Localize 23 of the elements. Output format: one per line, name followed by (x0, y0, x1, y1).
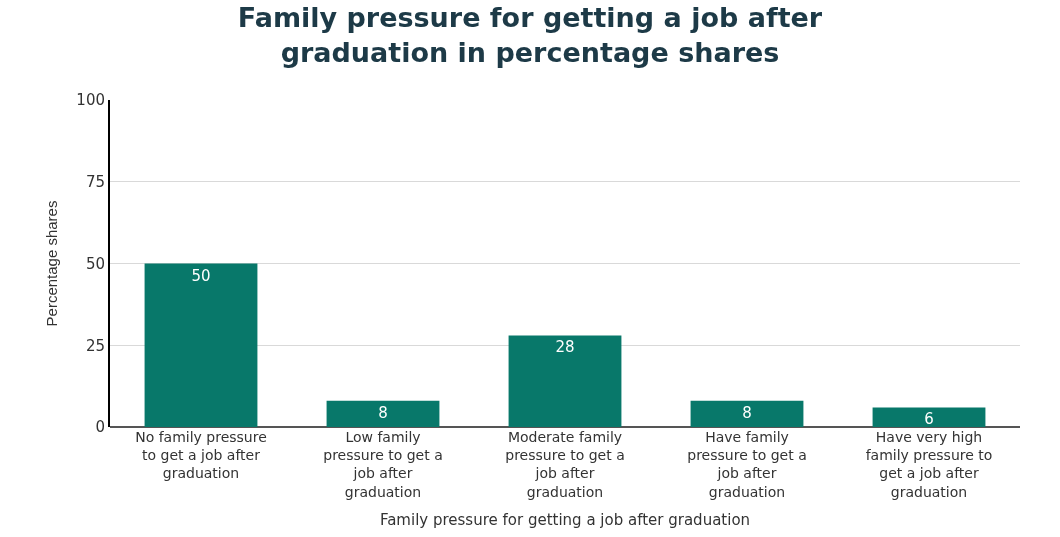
x-tick-label: No family pressure to get a job after graduation (135, 429, 267, 482)
bar (872, 407, 986, 427)
bar (144, 263, 258, 427)
y-tick-label: 0 (95, 418, 105, 437)
x-tick-label: Low family pressure to get a job after graduation (323, 429, 443, 500)
x-tick-label: Have very high family pressure to get a job after graduation (865, 429, 993, 500)
chart-title: Family pressure for getting a job after graduation in percentage shares (237, 1, 823, 68)
bar (508, 335, 622, 427)
x-axis-title: Family pressure for getting a job after graduation (379, 510, 751, 529)
data-label: 8 (378, 403, 388, 422)
bar (690, 400, 804, 427)
y-axis-title: Percentage shares (43, 200, 61, 327)
data-label: 8 (742, 403, 752, 422)
y-tick-label: 50 (85, 254, 105, 273)
data-label: 6 (924, 410, 934, 429)
y-tick-label: 75 (85, 173, 105, 191)
x-tick-label: Have family pressure to get a job after graduation (687, 429, 807, 500)
x-tick-label: Moderate family pressure to get a job after graduation (505, 429, 625, 500)
data-label: 50 (191, 266, 211, 285)
y-tick-label: 100 (76, 91, 105, 110)
data-label: 28 (555, 338, 575, 357)
y-tick-label: 25 (85, 336, 105, 355)
bar (326, 400, 440, 427)
